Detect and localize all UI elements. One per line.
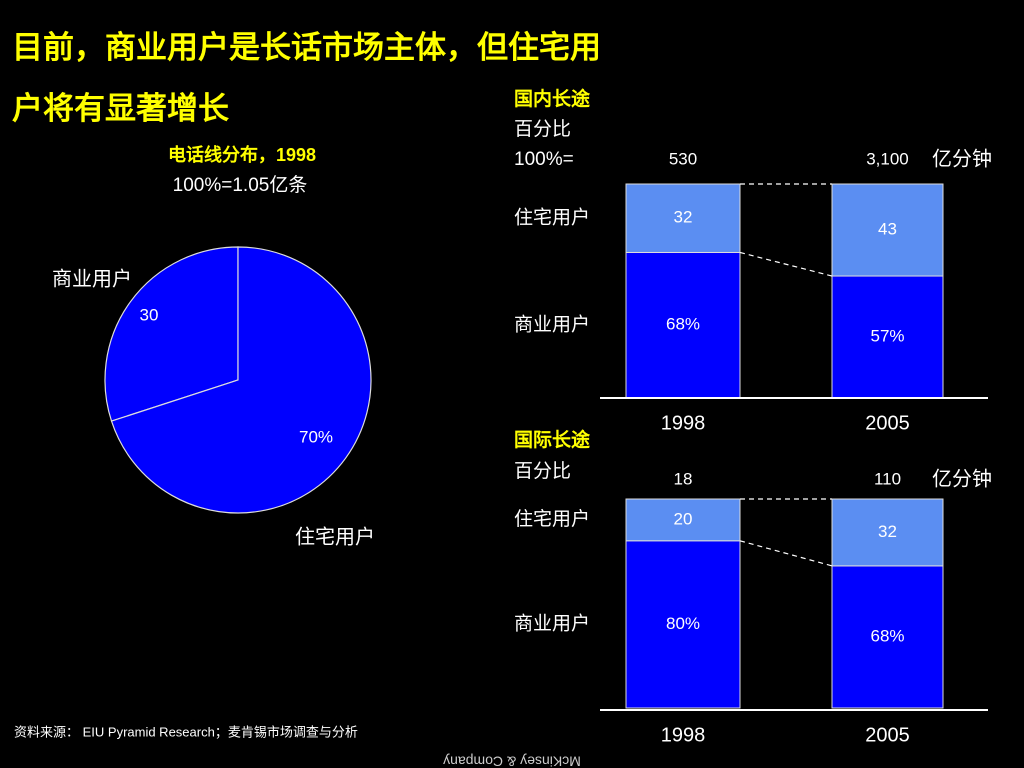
total-label: 100%= [514, 149, 574, 170]
connector-line [739, 540, 833, 567]
slide-title: 目前，商业用户是长话市场主体，但住宅用户将有显著增长 [12, 30, 601, 126]
bar-segment [625, 540, 741, 709]
bar-total-label: 110 [874, 469, 901, 488]
series-label: 住宅用户 [514, 206, 590, 228]
slice-value-label: 70% [299, 427, 333, 446]
unit-label: 亿分钟 [932, 467, 992, 490]
slice-category-label: 商业用户 [52, 267, 132, 290]
bar-value-label: 32 [878, 522, 897, 541]
bar-value-label: 20 [674, 509, 693, 528]
bar-segment [625, 183, 741, 253]
bar-value-label: 57% [870, 326, 904, 345]
bar-value-label: 80% [666, 614, 700, 633]
bar-segment [831, 498, 944, 567]
bar-value-label: 68% [870, 626, 904, 645]
bar-segment [831, 565, 944, 709]
pie-slice [110, 246, 372, 514]
chart-subtitle: 百分比 [514, 460, 571, 482]
bar-total-label: 530 [669, 149, 697, 168]
footer-brand: McKinsey & Company [443, 753, 581, 768]
bar-total-label: 3,100 [866, 149, 909, 168]
x-tick-label: 1998 [661, 412, 706, 434]
x-tick-label: 1998 [661, 724, 706, 746]
pie-subtitle: 100%=1.05亿条 [173, 174, 308, 196]
x-tick-label: 2005 [865, 412, 910, 434]
x-tick-label: 2005 [865, 724, 910, 746]
series-label: 商业用户 [514, 313, 590, 335]
bar-total-label: 18 [674, 469, 693, 488]
slice-value-label: 30 [140, 305, 159, 324]
source-note: 资料来源： EIU Pyramid Research；麦肯锡市场调查与分析 [14, 724, 358, 740]
bar-segment [831, 183, 944, 277]
series-label: 住宅用户 [514, 508, 590, 530]
chart-title: 国内长途 [514, 87, 591, 110]
pie-title: 电话线分布，1998 [168, 144, 316, 165]
series-label: 商业用户 [514, 612, 590, 634]
pie-slice [104, 246, 239, 422]
bar-segment [625, 498, 741, 542]
connector-line [739, 251, 833, 277]
unit-label: 亿分钟 [932, 147, 992, 170]
chart-title: 国际长途 [514, 428, 591, 451]
slice-category-label: 住宅用户 [295, 525, 375, 548]
chart-subtitle: 百分比 [514, 118, 571, 140]
bar-value-label: 32 [674, 208, 693, 227]
bar-value-label: 43 [878, 219, 897, 238]
bar-value-label: 68% [666, 315, 700, 334]
